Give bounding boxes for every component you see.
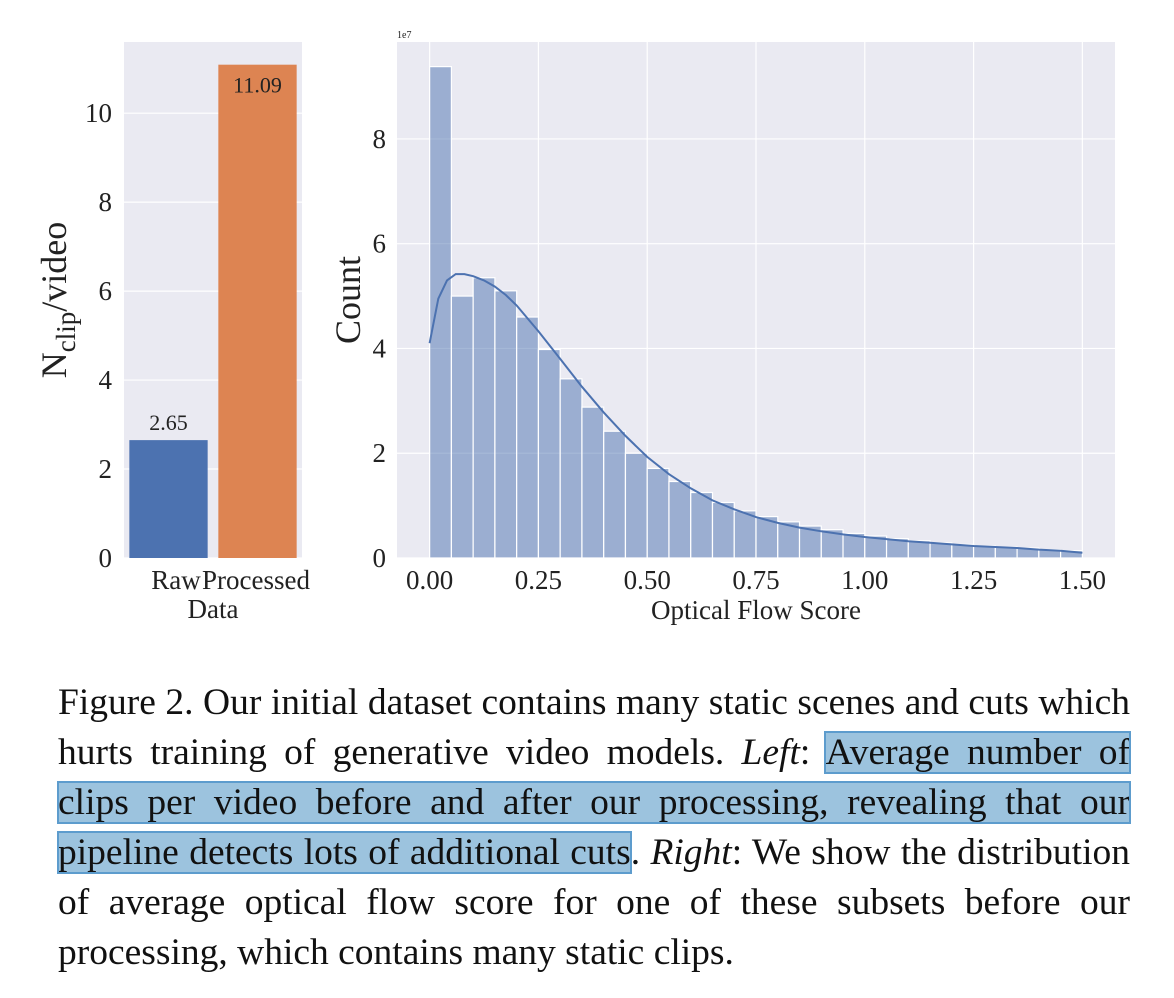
left-y-tick-label: 6 bbox=[99, 276, 113, 306]
left-y-tick-label: 2 bbox=[99, 454, 113, 484]
right-x-ticks: 0.00 0.25 0.50 0.75 1.00 1.25 1.50 bbox=[406, 565, 1106, 595]
histogram-bar bbox=[537, 348, 561, 559]
right-y-tick-label: 2 bbox=[373, 438, 387, 468]
histogram-bar bbox=[624, 452, 648, 559]
left-y-tick-label: 8 bbox=[99, 187, 113, 217]
caption-left-sep: : bbox=[799, 732, 826, 773]
right-x-tick-label: 0.75 bbox=[732, 565, 779, 595]
caption-after-highlight: . bbox=[630, 832, 651, 873]
right-y-tick-label: 6 bbox=[373, 229, 387, 259]
right-histogram: 0 2 4 6 8 0.00 0.25 0.50 0.75 1.00 1.25 1.50 1e7 O… bbox=[328, 30, 1115, 625]
left-y-tick-label: 0 bbox=[99, 543, 113, 573]
left-bar-value-label: 11.09 bbox=[233, 73, 282, 98]
left-category-labels: Raw Processed bbox=[151, 565, 310, 595]
right-y-tick-label: 4 bbox=[373, 333, 387, 363]
right-x-axis-label: Optical Flow Score bbox=[651, 595, 861, 625]
left-category-label: Raw bbox=[151, 565, 201, 595]
right-x-tick-label: 1.25 bbox=[950, 565, 997, 595]
right-x-tick-label: 0.00 bbox=[406, 565, 453, 595]
right-offset-label: 1e7 bbox=[397, 30, 411, 41]
left-bars: 2.65 11.09 bbox=[129, 64, 297, 558]
left-y-axis-label: Nclip/video bbox=[34, 222, 81, 378]
left-x-axis-label: Data bbox=[188, 594, 239, 624]
left-bar-chart: 2.65 11.09 0 2 4 6 8 10 Raw Processed Data Ncli… bbox=[34, 42, 310, 624]
left-y-ticks: 0 2 4 6 8 10 bbox=[85, 98, 113, 573]
histogram-bar bbox=[711, 501, 735, 559]
caption-highlighted-text[interactable]: Average number of clips per video before… bbox=[57, 731, 1131, 874]
right-histogram-bars bbox=[429, 66, 1083, 559]
right-y-tick-label: 0 bbox=[373, 543, 387, 573]
figure-caption: Figure 2. Our initial dataset contains m… bbox=[57, 678, 1131, 978]
histogram-bar bbox=[668, 480, 692, 559]
histogram-bar bbox=[559, 378, 583, 559]
left-y-tick-label: 4 bbox=[99, 365, 113, 395]
histogram-bar bbox=[516, 316, 540, 559]
caption-right-text: : We show the distribution of average op… bbox=[58, 832, 1130, 973]
histogram-bar bbox=[603, 430, 627, 559]
histogram-bar bbox=[690, 491, 714, 559]
left-bar bbox=[129, 440, 208, 558]
right-kde-curve bbox=[428, 273, 1083, 554]
caption-lead: Figure 2. Our initial dataset contains m… bbox=[58, 682, 1130, 773]
left-y-tick-label: 10 bbox=[85, 98, 112, 128]
histogram-bar bbox=[450, 295, 474, 559]
caption-left-label: Left bbox=[741, 732, 800, 773]
histogram-bar bbox=[1060, 550, 1083, 559]
figure-panels: 2.65 11.09 0 2 4 6 8 10 Raw Processed Data Ncli… bbox=[34, 30, 1115, 625]
histogram-bar bbox=[494, 290, 518, 559]
left-category-label: Processed bbox=[202, 565, 310, 595]
histogram-bar bbox=[581, 406, 605, 559]
right-y-axis-label: Count bbox=[328, 256, 368, 344]
left-bar-value-label: 2.65 bbox=[149, 410, 188, 435]
right-y-tick-label: 8 bbox=[373, 124, 387, 154]
histogram-bar bbox=[472, 277, 496, 559]
histogram-bar bbox=[646, 467, 670, 559]
right-x-tick-label: 1.00 bbox=[841, 565, 888, 595]
histogram-bar bbox=[429, 66, 452, 559]
right-x-tick-label: 0.25 bbox=[515, 565, 562, 595]
right-x-tick-label: 0.50 bbox=[624, 565, 671, 595]
right-y-ticks: 0 2 4 6 8 bbox=[373, 124, 387, 573]
caption-right-label: Right bbox=[650, 832, 732, 873]
histogram-bar bbox=[733, 510, 757, 559]
right-x-tick-label: 1.50 bbox=[1059, 565, 1106, 595]
left-bar bbox=[218, 64, 297, 558]
